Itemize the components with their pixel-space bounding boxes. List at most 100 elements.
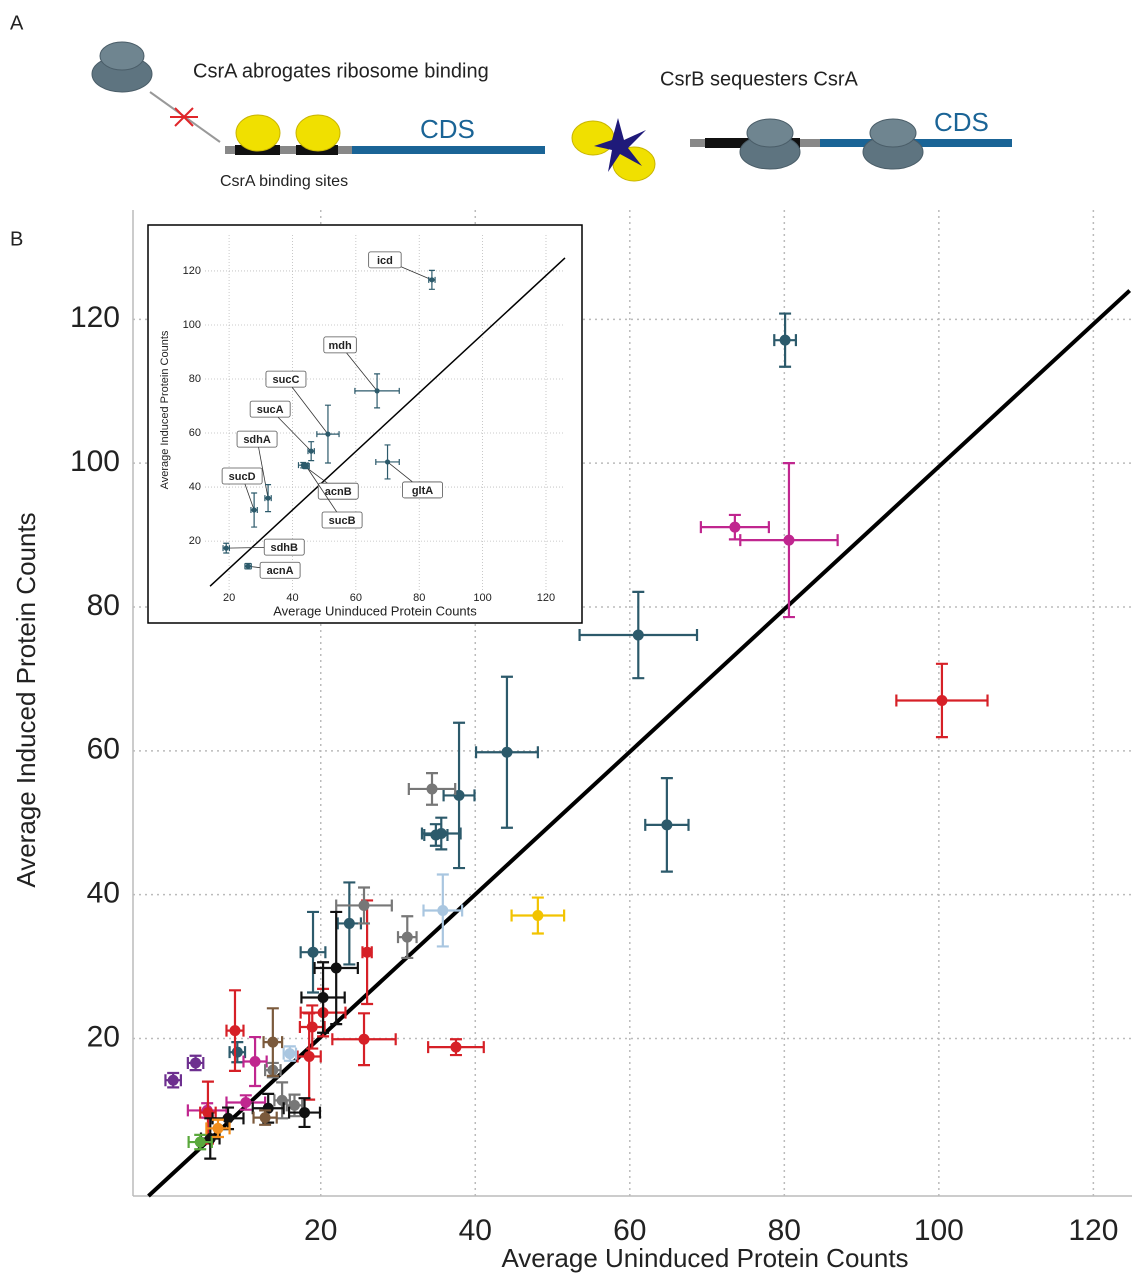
y-tick-label: 80 [189, 373, 201, 385]
point [194, 1136, 206, 1148]
y-tick-label: 60 [87, 733, 120, 766]
leader-line [285, 378, 329, 435]
x-tick-label: 120 [537, 592, 555, 604]
point [358, 1033, 370, 1045]
point [167, 1074, 179, 1086]
y-tick-label: 60 [189, 427, 201, 439]
point-label: sucA [257, 404, 284, 416]
point [437, 904, 449, 916]
point [453, 789, 465, 801]
y-tick-label: 80 [87, 589, 120, 622]
point [936, 694, 948, 706]
point [661, 819, 673, 831]
x-tick-label: 80 [768, 1214, 801, 1247]
label-box [368, 251, 402, 269]
point [190, 1057, 202, 1069]
point [358, 899, 370, 911]
point [450, 1041, 462, 1053]
label-box [402, 481, 443, 499]
point [426, 783, 438, 795]
ribosome [91, 41, 153, 93]
point [267, 1036, 279, 1048]
point [231, 1046, 243, 1058]
point [779, 334, 791, 346]
point [223, 545, 229, 551]
point [429, 277, 435, 283]
mrna-left [225, 114, 545, 155]
cds-label: CDS [934, 107, 989, 137]
x-tick-label: 100 [473, 592, 491, 604]
inset-frame [147, 224, 583, 624]
point [265, 495, 271, 501]
point [532, 910, 544, 922]
point [249, 1056, 261, 1068]
point [222, 1112, 234, 1124]
y-tick-label: 120 [183, 265, 201, 277]
point [259, 1112, 271, 1124]
point [325, 431, 331, 437]
label-box [317, 482, 359, 500]
caption: CsrB sequesters CsrA [660, 68, 858, 90]
label-box [321, 511, 363, 529]
x-tick-label: 120 [1068, 1214, 1118, 1247]
point [251, 507, 257, 513]
panel-a: A CsrA abrogates ribosome binding CDS Cs… [10, 12, 1012, 190]
y-tick-label: 100 [70, 445, 120, 478]
point [501, 746, 513, 758]
point-label: acnB [325, 486, 352, 498]
x-tick-label: 20 [223, 592, 235, 604]
point [330, 962, 342, 974]
point-label: acnA [267, 565, 294, 577]
point-label: sdhB [270, 542, 298, 554]
point [317, 992, 329, 1004]
x-tick-label: 60 [613, 1214, 646, 1247]
csrb-complex [571, 118, 656, 182]
point [229, 1025, 241, 1037]
point [303, 463, 309, 469]
point [401, 931, 413, 943]
x-axis-label: Average Uninduced Protein Counts [501, 1243, 908, 1273]
y-tick-label: 40 [189, 481, 201, 493]
point [343, 917, 355, 929]
point-label: icd [377, 255, 393, 267]
point-label: mdh [328, 340, 352, 352]
y-tick-label: 20 [87, 1020, 120, 1053]
point [202, 1107, 214, 1119]
x-tick-label: 40 [459, 1214, 492, 1247]
caption: CsrA binding sites [220, 173, 348, 190]
label-box [249, 400, 291, 418]
point [288, 1099, 300, 1111]
point [307, 946, 319, 958]
x-tick-label: 40 [286, 592, 298, 604]
label-box [221, 467, 263, 485]
y-tick-label: 20 [189, 535, 201, 547]
label-box [236, 430, 278, 448]
label-box [259, 561, 301, 579]
y-axis-label: Average Induced Protein Counts [11, 512, 41, 887]
x-tick-label: 20 [304, 1214, 337, 1247]
point [374, 388, 380, 394]
point-label: sucD [229, 471, 256, 483]
point-label: sdhA [243, 434, 271, 446]
point [245, 563, 251, 569]
label-box [263, 538, 305, 556]
cds-label: CDS [420, 114, 475, 144]
y-tick-label: 40 [87, 877, 120, 910]
x-tick-label: 80 [413, 592, 425, 604]
mrna-right [690, 118, 1012, 170]
caption: CsrA abrogates ribosome binding [193, 60, 489, 82]
point [308, 448, 314, 454]
y-tick-label: 100 [183, 319, 201, 331]
y-axis-label: Average Induced Protein Counts [159, 330, 171, 489]
x-axis-label: Average Uninduced Protein Counts [273, 603, 477, 618]
point [276, 1094, 288, 1106]
point [361, 946, 373, 958]
leader-line [256, 439, 269, 499]
point [384, 459, 391, 465]
point [212, 1122, 224, 1134]
x-tick-label: 100 [914, 1214, 964, 1247]
point [632, 629, 644, 641]
point [240, 1097, 252, 1109]
y-tick-label: 120 [70, 301, 120, 334]
